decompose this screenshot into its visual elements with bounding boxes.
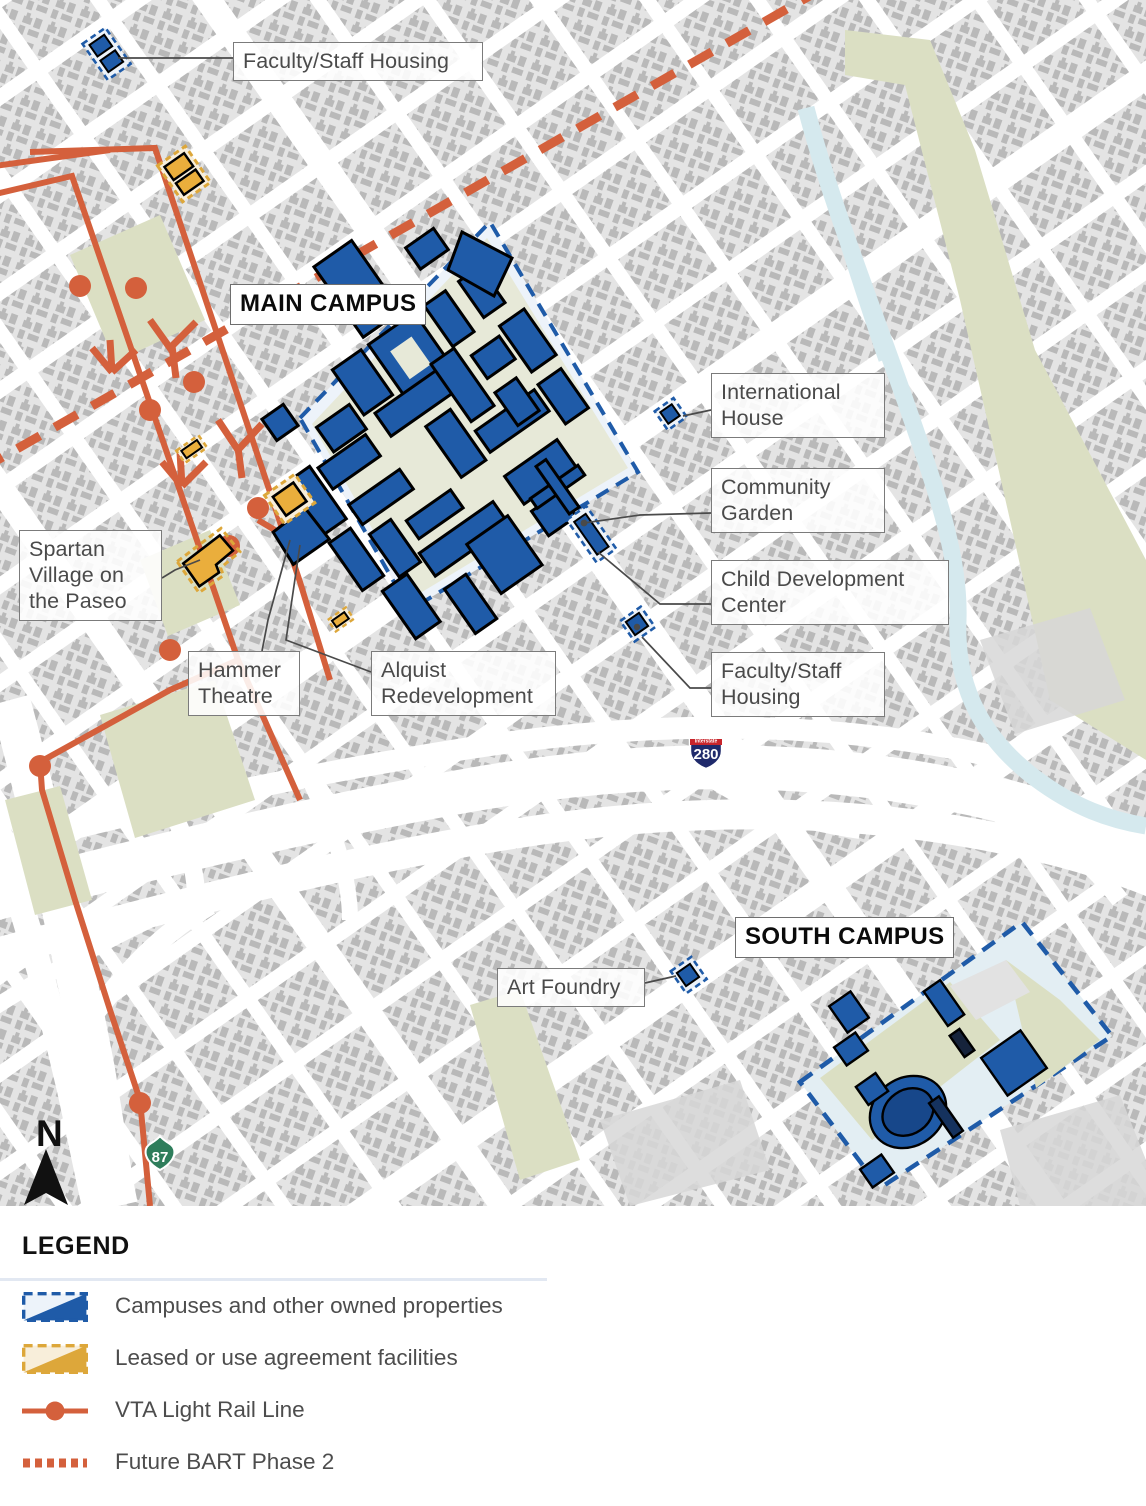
future-bart-phase-2-line[interactable] bbox=[0, 0, 820, 470]
label-alquist-redevelopment: Alquist Redevelopment bbox=[371, 651, 556, 716]
label-art-foundry: Art Foundry bbox=[497, 968, 645, 1007]
interstate-shield-number: 280 bbox=[693, 746, 718, 763]
interstate-280-shield: Interstate 280 bbox=[684, 727, 728, 771]
area-label-south-campus: SOUTH CAMPUS bbox=[735, 917, 955, 958]
legend-divider bbox=[0, 1278, 547, 1281]
label-leader-lines bbox=[118, 57, 712, 984]
blue-dashed-swatch-icon bbox=[21, 1291, 89, 1323]
legend-label-leased-facilities: Leased or use agreement facilities bbox=[115, 1345, 458, 1370]
legend-item-vta-light-rail: VTA Light Rail Line bbox=[0, 1396, 700, 1444]
north-arrow-letter: N bbox=[36, 1113, 63, 1154]
label-spartan-village-on-the-paseo: Spartan Village on the Paseo bbox=[19, 530, 162, 621]
label-international-house: International House bbox=[711, 373, 885, 438]
state-shield-number: 87 bbox=[152, 1149, 169, 1166]
gold-dashed-swatch-icon bbox=[21, 1343, 89, 1375]
interstate-shield-banner: Interstate bbox=[695, 739, 718, 745]
legend-item-leased-facilities: Leased or use agreement facilities bbox=[0, 1343, 700, 1392]
leased-properties[interactable] bbox=[155, 144, 356, 634]
label-hammer-theatre: Hammer Theatre bbox=[188, 651, 300, 716]
campus-map[interactable]: MAIN CAMPUS SOUTH CAMPUS Faculty/Staff H… bbox=[0, 0, 1146, 1206]
legend-item-future-bart: Future BART Phase 2 bbox=[0, 1448, 700, 1496]
river bbox=[797, 105, 1146, 835]
label-faculty-staff-housing-north: Faculty/Staff Housing bbox=[233, 42, 483, 81]
legend-label-future-bart: Future BART Phase 2 bbox=[115, 1449, 335, 1474]
large-parcels bbox=[600, 608, 1146, 1206]
legend-item-owned-properties: Campuses and other owned properties bbox=[0, 1291, 700, 1340]
label-community-garden: Community Garden bbox=[711, 468, 885, 533]
main-campus-buildings bbox=[259, 226, 591, 641]
state-route-87-shield: 87 bbox=[141, 1133, 179, 1173]
legend-panel: LEGEND Campuses and other owned properti… bbox=[0, 1206, 1146, 1506]
south-campus-buildings bbox=[827, 978, 1049, 1190]
area-label-main-campus: MAIN CAMPUS bbox=[230, 284, 427, 325]
light-rail-stations bbox=[29, 275, 269, 1114]
legend-label-owned-properties: Campuses and other owned properties bbox=[115, 1293, 503, 1318]
north-arrow: N bbox=[22, 1113, 82, 1205]
legend-label-vta-light-rail: VTA Light Rail Line bbox=[115, 1397, 305, 1422]
map-canvas bbox=[0, 0, 1146, 1206]
legend-title: LEGEND bbox=[22, 1232, 130, 1260]
label-child-development-center: Child Development Center bbox=[711, 560, 949, 625]
freeway-87 bbox=[0, 694, 138, 1206]
leader-anchor-dots bbox=[580, 519, 641, 631]
light-rail-line-icon bbox=[22, 1396, 88, 1426]
label-faculty-staff-housing-east: Faculty/Staff Housing bbox=[711, 652, 885, 717]
dashed-line-icon bbox=[22, 1448, 88, 1478]
